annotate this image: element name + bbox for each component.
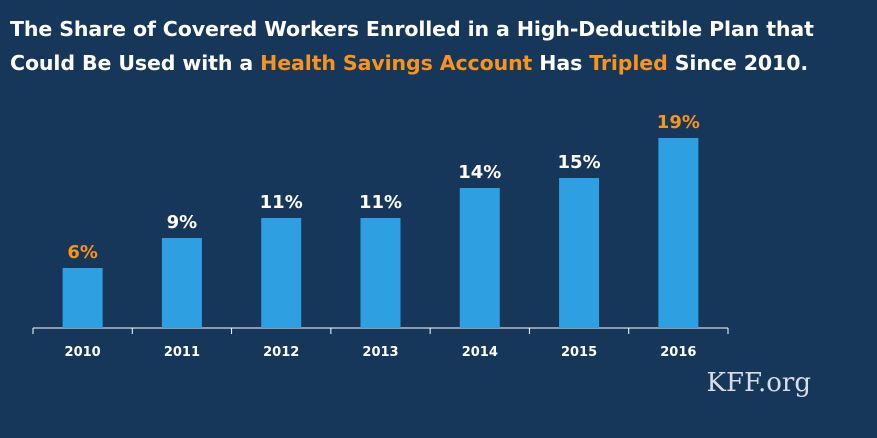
data-label-2013: 11% [359,192,402,213]
x-tick-label-2013: 2013 [362,345,398,360]
data-label-2015: 15% [558,152,601,173]
title-line-2: Could Be Used with a Health Savings Acco… [10,46,870,80]
data-label-2011: 9% [167,212,198,233]
data-label-2010: 6% [67,242,98,263]
data-label-2014: 14% [458,162,501,183]
title-line-1: The Share of Covered Workers Enrolled in… [10,17,814,41]
x-tick-label-2012: 2012 [263,345,299,360]
chart-title: The Share of Covered Workers Enrolled in… [10,12,870,80]
bar-2011 [161,238,202,328]
title-highlight-tripled: Tripled [589,51,668,75]
x-tick-label-2015: 2015 [561,345,597,360]
bar-2014 [459,188,500,328]
x-tick-label-2016: 2016 [660,345,696,360]
bar-2012 [261,218,302,328]
data-label-2016: 19% [657,112,700,133]
title-text-2: Has [532,51,590,75]
title-highlight-hsa: Health Savings Account [260,51,533,75]
bar-2013 [360,218,401,328]
bar-2016 [658,138,699,328]
bar-2015 [559,178,600,328]
x-tick-label-2011: 2011 [164,345,200,360]
x-tick-label-2014: 2014 [462,345,498,360]
data-label-2012: 11% [260,192,303,213]
title-text-1: Could Be Used with a [10,51,261,75]
brand-logo: KFF.org [706,368,811,398]
bar-2010 [62,268,103,328]
x-tick-label-2010: 2010 [65,345,101,360]
title-text-3: Since 2010. [667,51,809,75]
